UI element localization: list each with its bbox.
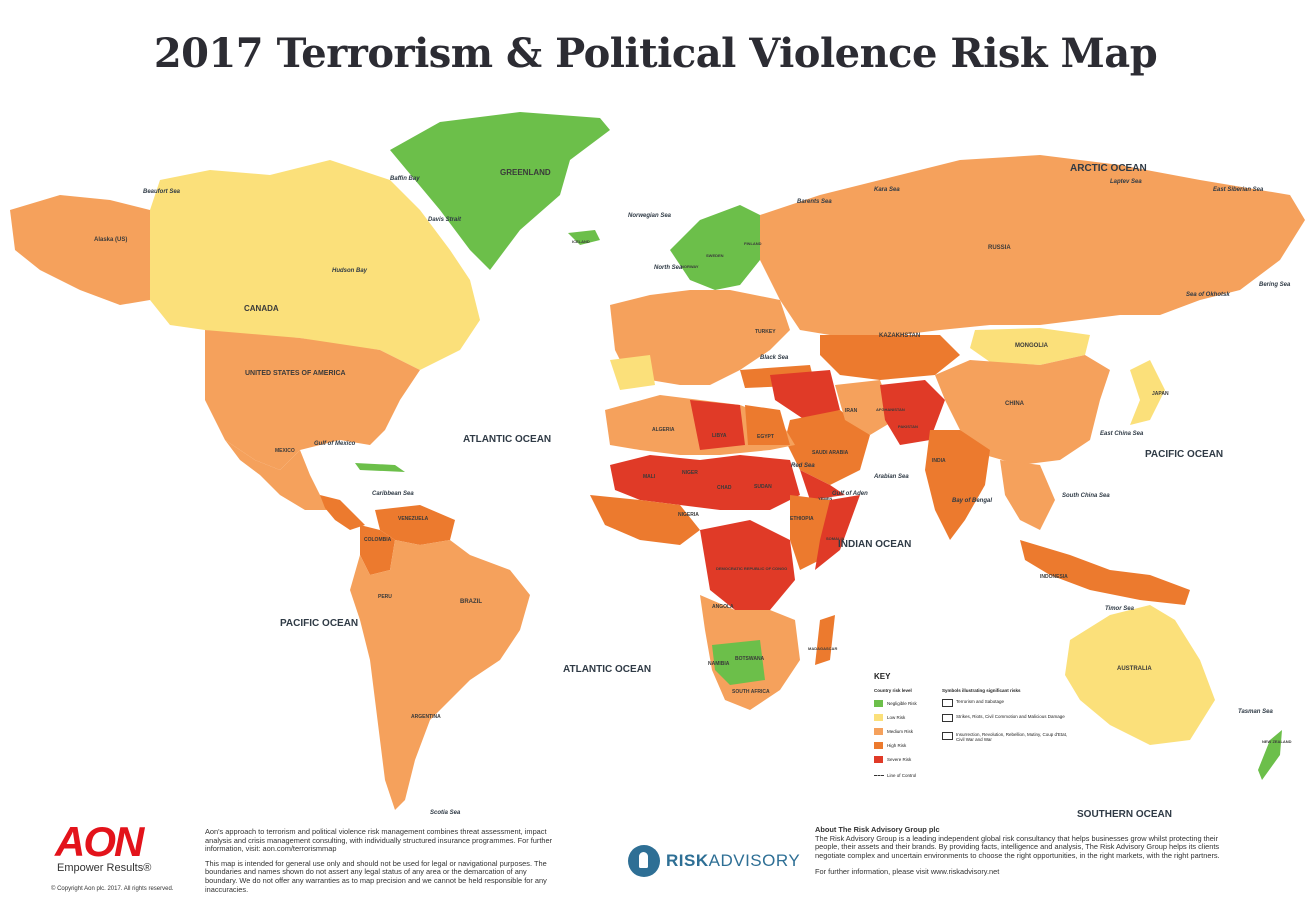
- region-alaska[interactable]: [10, 195, 150, 305]
- risk-advisory-logo[interactable]: RISKADVISORY: [628, 845, 800, 877]
- riot-icon: [942, 714, 953, 722]
- page-title: 2017 Terrorism & Political Violence Risk…: [153, 30, 1158, 77]
- region-indonesia[interactable]: [1020, 540, 1190, 605]
- region-scandinavia[interactable]: [670, 205, 760, 290]
- region-mexico[interactable]: [225, 440, 335, 510]
- risk-advisory-wordmark: RISKADVISORY: [666, 851, 800, 871]
- key-level-medium: Medium Risk: [874, 727, 913, 735]
- region-colombia[interactable]: [360, 525, 395, 575]
- risk-advisory-head-icon: [628, 845, 660, 877]
- region-canada[interactable]: [150, 160, 480, 370]
- swatch-negligible: [874, 699, 883, 707]
- key-level-label: Low Risk: [887, 714, 906, 720]
- region-iraq-syria[interactable]: [770, 370, 840, 420]
- risk-advisory-heading: About The Risk Advisory Group plc: [815, 825, 940, 834]
- aon-logo[interactable]: AON: [55, 818, 144, 865]
- region-cuba[interactable]: [355, 463, 405, 472]
- bomb-icon: [942, 699, 953, 707]
- region-japan[interactable]: [1130, 360, 1165, 425]
- key-level-negligible: Negligible Risk: [874, 699, 917, 707]
- key-levels-heading: Country risk level: [874, 688, 912, 693]
- map-key: KEY Country risk level Symbols illustrat…: [868, 672, 1068, 782]
- key-symbol-war: Insurrection, Revolution, Rebellion, Mut…: [942, 732, 1072, 742]
- key-level-low: Low Risk: [874, 713, 905, 721]
- aon-description: Aon's approach to terrorism and politica…: [205, 827, 555, 900]
- region-yemen[interactable]: [800, 470, 845, 500]
- region-india[interactable]: [925, 430, 990, 540]
- region-drc[interactable]: [700, 520, 795, 610]
- region-new-zealand[interactable]: [1258, 730, 1282, 780]
- key-line-of-control: Line of Control: [874, 773, 916, 778]
- region-venezuela[interactable]: [375, 505, 455, 545]
- risk-advisory-paragraph: The Risk Advisory Group is a leading ind…: [815, 833, 1220, 860]
- region-libya[interactable]: [690, 400, 745, 450]
- disclaimer-paragraph: This map is intended for general use onl…: [205, 858, 547, 894]
- region-sahel[interactable]: [610, 455, 800, 510]
- key-symbol-label: Terrorism and Sabotage: [956, 699, 1005, 704]
- key-level-label: High Risk: [887, 742, 907, 748]
- region-madagascar[interactable]: [815, 615, 835, 665]
- wordmark-bold: RISK: [666, 851, 709, 870]
- key-symbol-strikes: Strikes, Riots, Civil Commotion and Mali…: [942, 714, 1072, 722]
- region-greenland[interactable]: [390, 112, 610, 270]
- region-saudi-arabia[interactable]: [785, 410, 870, 485]
- region-mongolia[interactable]: [970, 328, 1090, 365]
- swatch-medium: [874, 727, 883, 735]
- region-china[interactable]: [935, 355, 1110, 465]
- region-iceland[interactable]: [568, 230, 600, 245]
- war-icon: [942, 732, 953, 740]
- region-south-america[interactable]: [350, 540, 530, 810]
- region-europe[interactable]: [610, 290, 790, 385]
- swatch-high: [874, 741, 883, 749]
- wordmark-rest: ADVISORY: [708, 851, 801, 870]
- key-symbol-terrorism: Terrorism and Sabotage: [942, 699, 1072, 707]
- dashed-line-icon: [874, 775, 884, 776]
- key-symbol-label: Insurrection, Revolution, Rebellion, Mut…: [956, 732, 1068, 742]
- region-somalia[interactable]: [815, 495, 860, 570]
- region-iberia[interactable]: [610, 355, 655, 390]
- key-symbols-heading: Symbols illustrating significant risks: [942, 688, 1021, 693]
- region-kazakhstan[interactable]: [820, 335, 960, 380]
- key-level-label: Medium Risk: [887, 728, 914, 734]
- region-afghanistan-pakistan[interactable]: [880, 380, 945, 445]
- region-usa[interactable]: [205, 330, 420, 470]
- region-west-africa[interactable]: [590, 495, 700, 545]
- swatch-low: [874, 713, 883, 721]
- swatch-severe: [874, 755, 883, 763]
- key-level-label: Negligible Risk: [887, 700, 917, 706]
- aon-copyright: © Copyright Aon plc. 2017. All rights re…: [51, 886, 174, 892]
- region-egypt[interactable]: [745, 405, 790, 445]
- region-southeast-asia[interactable]: [1000, 460, 1055, 530]
- key-line-label: Line of Control: [887, 773, 917, 778]
- aon-paragraph: Aon's approach to terrorism and politica…: [205, 827, 553, 854]
- region-namibia-botswana[interactable]: [712, 640, 765, 685]
- key-level-label: Severe Risk: [887, 756, 912, 762]
- region-iran[interactable]: [835, 380, 895, 435]
- risk-advisory-link[interactable]: For further information, please visit ww…: [815, 867, 1000, 877]
- region-australia[interactable]: [1065, 605, 1215, 745]
- key-symbol-label: Strikes, Riots, Civil Commotion and Mali…: [956, 714, 1065, 719]
- aon-tagline: Empower Results®: [57, 862, 152, 874]
- key-level-high: High Risk: [874, 741, 906, 749]
- key-level-severe: Severe Risk: [874, 755, 911, 763]
- world-map[interactable]: [0, 100, 1311, 820]
- key-title: KEY: [874, 672, 891, 681]
- risk-advisory-description: About The Risk Advisory Group plc The Ri…: [815, 825, 1235, 885]
- region-central-america[interactable]: [320, 495, 365, 530]
- region-russia[interactable]: [760, 155, 1305, 335]
